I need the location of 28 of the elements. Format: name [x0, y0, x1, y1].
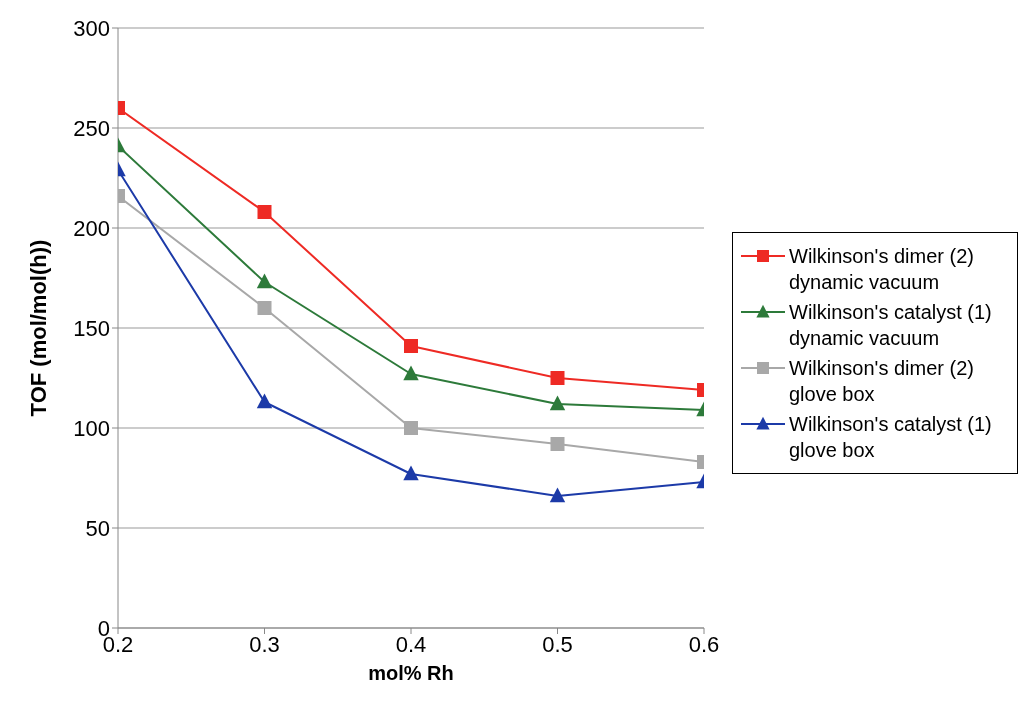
- x-axis-title: mol% Rh: [368, 662, 454, 684]
- point: [256, 273, 273, 289]
- point: [403, 365, 419, 381]
- point: [404, 339, 418, 353]
- legend-label: Wilkinson's catalyst (1) dynamic vacuum: [789, 300, 993, 351]
- point: [550, 437, 565, 451]
- point: [257, 205, 272, 219]
- x-tick-label: 0.6: [688, 631, 720, 657]
- y-tick-label: 100: [73, 415, 110, 441]
- y-tick-label: 200: [73, 215, 110, 241]
- y-axis-title: TOF (mol/mol(h)): [25, 239, 51, 417]
- point: [256, 393, 273, 409]
- x-tick-label: 0.4: [395, 631, 427, 657]
- y-tick-label: 250: [73, 115, 110, 141]
- legend-label: Wilkinson's catalyst (1) glove box: [789, 412, 993, 463]
- legend-label: Wilkinson's dimer (2) dynamic vacuum: [789, 244, 975, 295]
- point: [550, 371, 565, 385]
- y-tick-label: 150: [73, 315, 110, 341]
- point: [403, 465, 419, 481]
- point: [549, 395, 566, 411]
- y-tick-label: 50: [85, 515, 110, 541]
- point: [404, 421, 418, 435]
- point: [549, 487, 566, 503]
- point: [257, 301, 272, 315]
- x-tick-label: 0.3: [249, 631, 280, 657]
- legend-label: Wilkinson's dimer (2) glove box: [789, 356, 975, 407]
- y-tick-label: 300: [73, 15, 110, 41]
- x-tick-label: 0.5: [542, 631, 573, 657]
